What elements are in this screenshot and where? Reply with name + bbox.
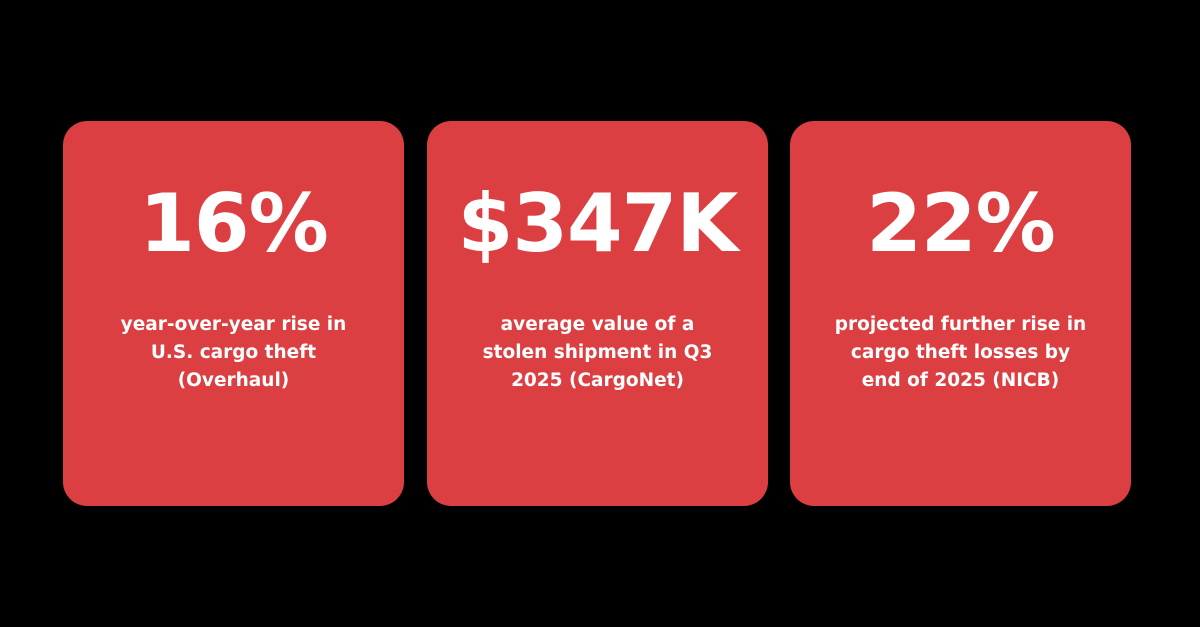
desc-line: year-over-year rise in xyxy=(120,314,347,335)
desc-line: U.S. cargo theft xyxy=(150,342,317,363)
stat-description: average value of a stolen shipment in Q3… xyxy=(447,311,748,395)
stat-card-2: $347K average value of a stolen shipment… xyxy=(427,121,768,506)
desc-line: projected further rise in xyxy=(834,314,1087,335)
desc-line: end of 2025 (NICB) xyxy=(861,370,1060,391)
desc-line: 2025 (CargoNet) xyxy=(511,370,684,391)
stat-card-1: 16% year-over-year rise in U.S. cargo th… xyxy=(63,121,404,506)
desc-line: cargo theft losses by xyxy=(850,342,1071,363)
desc-line: (Overhaul) xyxy=(177,370,290,391)
stat-description: projected further rise in cargo theft lo… xyxy=(810,311,1111,395)
stat-card-3: 22% projected further rise in cargo thef… xyxy=(790,121,1131,506)
desc-line: average value of a xyxy=(500,314,695,335)
desc-line: stolen shipment in Q3 xyxy=(482,342,713,363)
stat-value: $347K xyxy=(457,177,739,270)
stat-value: 16% xyxy=(139,177,328,270)
stat-value: 22% xyxy=(866,177,1055,270)
stat-description: year-over-year rise in U.S. cargo theft … xyxy=(83,311,384,395)
